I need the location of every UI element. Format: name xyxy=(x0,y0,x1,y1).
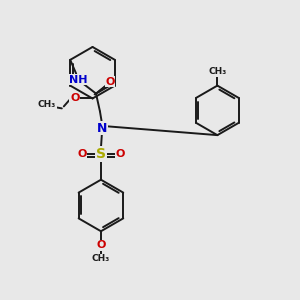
Text: NH: NH xyxy=(69,75,87,85)
Text: O: O xyxy=(115,149,124,159)
Text: N: N xyxy=(97,122,107,135)
Text: O: O xyxy=(96,240,106,250)
Text: CH₃: CH₃ xyxy=(208,67,226,76)
Text: CH₃: CH₃ xyxy=(92,254,110,263)
Text: O: O xyxy=(105,76,115,87)
Text: O: O xyxy=(70,94,80,103)
Text: CH₃: CH₃ xyxy=(38,100,56,109)
Text: O: O xyxy=(77,149,87,159)
Text: S: S xyxy=(96,147,106,161)
